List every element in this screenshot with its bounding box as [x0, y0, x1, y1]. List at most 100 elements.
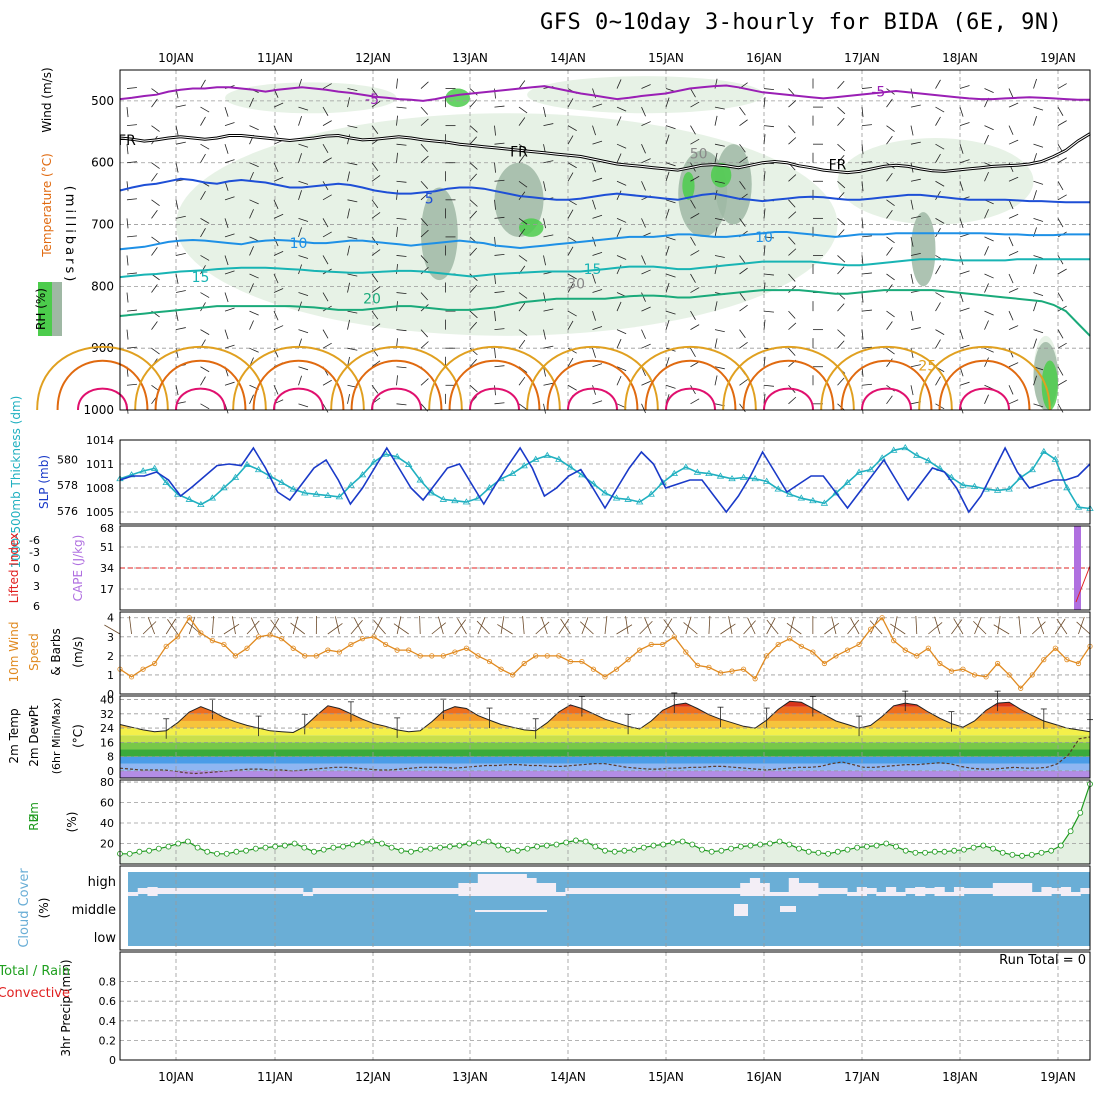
cloud-gap-high: [1060, 887, 1072, 896]
wind-speed-line: [119, 616, 1091, 690]
wind-speed-point: [740, 666, 747, 672]
wind-barb-10m: [728, 616, 733, 635]
rh-point: [485, 838, 492, 845]
wind-barb: [249, 246, 254, 256]
wind-barb: [763, 310, 774, 313]
wind-barb-10m: [128, 616, 132, 635]
cloud-gap-high: [196, 888, 207, 894]
wind-barb: [690, 273, 696, 283]
cloud-gap-high: [643, 888, 654, 894]
wind-barb: [763, 393, 766, 404]
rh-y-tick: 60: [100, 797, 114, 810]
thickness-point: [670, 469, 678, 476]
wind-barb: [616, 255, 627, 260]
wind-barb: [763, 245, 766, 256]
wind-barb: [1033, 180, 1044, 185]
wind-barb: [175, 162, 179, 173]
wind-barb-10m: [500, 616, 505, 635]
rh-point: [990, 845, 996, 852]
wind-barb: [739, 292, 746, 301]
wind-barb: [837, 377, 845, 386]
wind-barb-10m: [334, 616, 340, 635]
rh-point: [912, 849, 919, 856]
wind-speed-point: [694, 662, 700, 668]
wind-speed-point: [567, 658, 573, 665]
profile-y-tick: 600: [91, 156, 114, 170]
wind-barb: [1033, 143, 1044, 148]
wind-barb: [298, 292, 309, 297]
wind-speed-point: [544, 653, 550, 659]
rh-point: [902, 847, 909, 854]
wind-barb: [665, 134, 670, 145]
isotherm-label: 10: [290, 236, 308, 252]
cloud-gap-high: [351, 888, 362, 894]
rh-point: [378, 840, 385, 847]
day-label-top: 14JAN: [550, 51, 586, 65]
wind-barb: [347, 310, 358, 314]
wind-barb: [347, 97, 350, 108]
thickness-point: [832, 489, 840, 496]
wind-speed-point: [279, 636, 285, 642]
cloud-gap-high: [779, 892, 790, 896]
wind-barb: [1057, 329, 1064, 339]
cloud-gap-high: [516, 874, 527, 896]
thickness-point: [647, 490, 655, 497]
rh-point: [805, 848, 812, 855]
wind-barb: [371, 100, 381, 108]
wind-barb: [714, 217, 725, 221]
wind-barb: [1033, 153, 1037, 163]
wind-barb: [543, 234, 554, 238]
thickness-point: [809, 496, 817, 504]
wind-barb: [175, 311, 179, 321]
wind-speed-point: [925, 645, 931, 651]
wind-barb-10m: [558, 618, 570, 635]
wind-barb: [518, 339, 526, 349]
wind-speed-point: [359, 636, 366, 642]
rh-point: [126, 850, 133, 857]
thickness-point: [370, 458, 378, 465]
wind-barb: [371, 175, 381, 182]
wind-barb: [592, 385, 596, 395]
wind-speed-point: [660, 641, 666, 648]
rh-point: [204, 848, 211, 855]
cloud-gap-high: [497, 874, 508, 896]
wind-barb: [763, 125, 774, 128]
rh-point: [650, 842, 657, 849]
cloud-gap-high: [400, 888, 411, 894]
wind-barb: [298, 375, 302, 386]
wind-barb: [690, 347, 696, 358]
rh-point: [495, 842, 502, 849]
wind-barb: [690, 88, 696, 98]
wind-barb: [200, 255, 210, 261]
day-label-top: 16JAN: [746, 51, 782, 65]
day-label-top: 12JAN: [355, 51, 391, 65]
wind-barb: [739, 106, 746, 116]
cloud-gap-high: [885, 887, 897, 896]
wind-barb-10m: [250, 617, 259, 635]
wind-barb: [175, 215, 186, 219]
wind-barb: [1057, 83, 1067, 89]
rh-area-green: [1041, 360, 1059, 410]
wind-speed-point: [371, 634, 377, 640]
isotherm-35: [861, 387, 912, 411]
cape-y-tick: 68: [100, 522, 114, 535]
wind-barb: [739, 156, 748, 164]
wind-barb: [690, 175, 700, 182]
wind-barb: [1033, 301, 1037, 312]
wind-barb: [641, 181, 646, 191]
wind-speed-point: [486, 658, 493, 665]
wind-speed-point: [590, 666, 597, 672]
wind-barb: [347, 125, 358, 129]
wind-barb: [494, 311, 496, 322]
wind-barb: [959, 307, 970, 312]
rh-y-tick: 40: [100, 817, 114, 830]
wind-barb: [249, 97, 254, 108]
cloud-gap-high: [1002, 883, 1013, 896]
wind-speed-point: [683, 649, 689, 655]
wind-barb: [739, 403, 746, 413]
wind-barb: [249, 199, 259, 205]
cloud-gap-high: [740, 883, 751, 896]
cloud-gap-high: [759, 883, 770, 896]
wind-barb: [837, 303, 845, 312]
wind-barb: [788, 137, 797, 145]
